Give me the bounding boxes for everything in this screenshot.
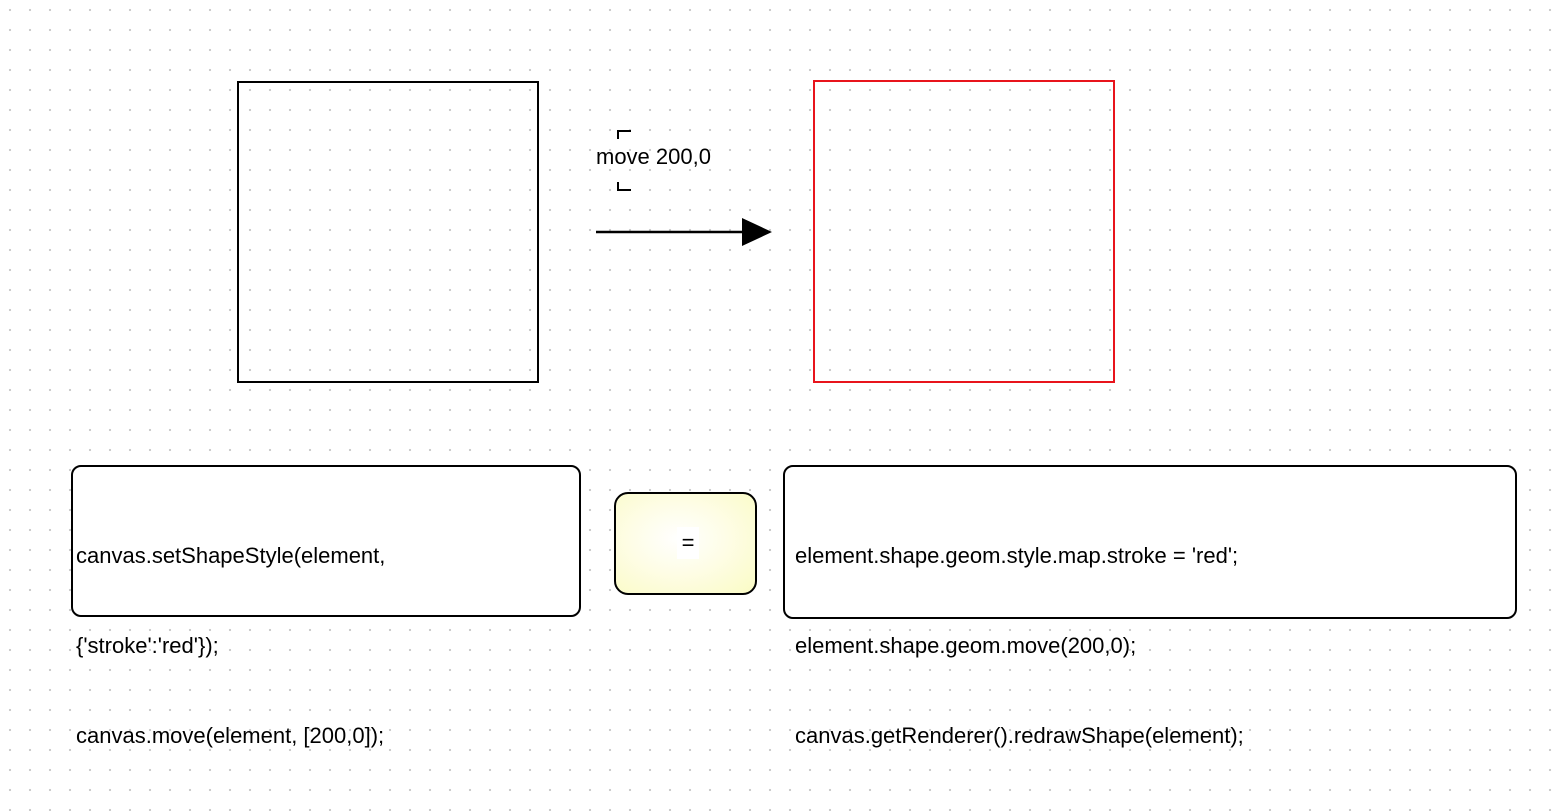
equals-symbol: = xyxy=(677,527,699,559)
moved-rectangle[interactable] xyxy=(813,80,1115,383)
code-line: element.shape.geom.style.map.stroke = 'r… xyxy=(795,543,1239,568)
move-arrow[interactable] xyxy=(594,214,776,250)
original-rectangle[interactable] xyxy=(237,81,539,383)
label-selection-corner-top xyxy=(617,130,631,139)
code-box-high-level[interactable]: canvas.setShapeStyle(element, {'stroke':… xyxy=(71,465,581,748)
code-line: canvas.getRenderer().redrawShape(element… xyxy=(795,723,1244,748)
arrow-head xyxy=(742,218,772,246)
equals-box[interactable]: = xyxy=(614,492,757,595)
code-box-low-level[interactable]: element.shape.geom.style.map.stroke = 'r… xyxy=(783,465,1517,748)
label-selection-corner-bottom xyxy=(617,182,631,191)
code-line: {'stroke':'red'}); xyxy=(76,633,219,658)
code-line: canvas.setShapeStyle(element, xyxy=(76,543,386,568)
move-label[interactable]: move 200,0 xyxy=(596,144,711,169)
code-line: canvas.move(element, [200,0]); xyxy=(76,723,385,748)
diagram-canvas: move 200,0 canvas.setShapeStyle(element,… xyxy=(71,80,1517,748)
code-line: element.shape.geom.move(200,0); xyxy=(795,633,1137,658)
